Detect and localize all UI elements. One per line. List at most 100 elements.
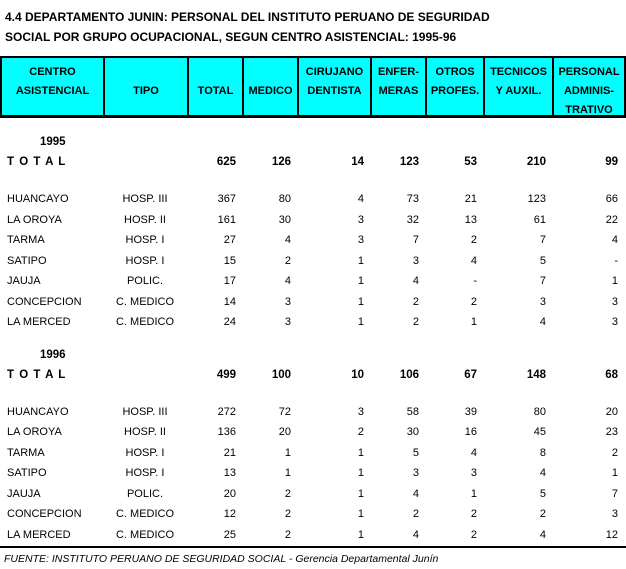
header-line: CENTRO	[29, 66, 76, 78]
total-value: 126	[271, 156, 291, 168]
year-section: 1995 T O T A L 625 126 14 123 53 210 99 HUANCAYO H…	[2, 132, 624, 333]
table-row: JAUJA POLIC. 20 2 1 4 1 5 7	[2, 484, 624, 505]
cell-value: 4	[412, 487, 419, 500]
cell-value: 2	[470, 508, 477, 520]
cell-centro: CONCEPCION	[7, 508, 82, 520]
cell-centro: LA MERCED	[7, 528, 71, 541]
cell-value: 24	[223, 316, 236, 328]
year-label: 1995	[40, 136, 66, 148]
cell-value: 66	[605, 193, 618, 205]
cell-value: 1	[284, 446, 291, 459]
cell-value: 1	[357, 254, 364, 267]
cell-value: 5	[539, 487, 546, 500]
header-total: TOTAL	[187, 58, 242, 115]
title-line-1: 4.4 DEPARTAMENTO JUNIN: PERSONAL DEL INS…	[5, 10, 490, 24]
cell-centro: LA OROYA	[7, 426, 62, 438]
table-row: TARMA HOSP. I 27 4 3 7 2 7 4	[2, 230, 624, 251]
cell-value: 2	[357, 426, 364, 438]
total-tipo-cell	[103, 365, 187, 386]
cell-value: 20	[223, 487, 236, 500]
cell-value: 39	[464, 405, 477, 418]
table-row: HUANCAYO HOSP. III 367 80 4 73 21 123 66	[2, 189, 624, 210]
cell-value: 4	[284, 275, 291, 287]
table-row: CONCEPCION C. MEDICO 14 3 1 2 2 3 3	[2, 292, 624, 313]
cell-centro: SATIPO	[7, 254, 47, 267]
total-value: 10	[351, 368, 364, 381]
cell-value: 161	[217, 213, 236, 226]
cell-value: 3	[412, 467, 419, 479]
table-body: 1995 T O T A L 625 126 14 123 53 210 99 HUANCAYO H…	[0, 132, 626, 545]
cell-tipo: C. MEDICO	[115, 528, 175, 541]
total-value: 68	[605, 368, 618, 381]
cell-value: 4	[470, 254, 477, 267]
table-row: SATIPO HOSP. I 13 1 1 3 3 4 1	[2, 463, 624, 484]
cell-value: -	[473, 275, 477, 287]
cell-value: 3	[611, 508, 618, 520]
cell-value: 3	[284, 295, 291, 308]
cell-value: 80	[278, 193, 291, 205]
cell-value: 4	[611, 234, 618, 246]
cell-value: 27	[223, 234, 236, 246]
total-label: T O T A L	[7, 368, 67, 381]
cell-value: 1	[357, 316, 364, 328]
cell-value: 4	[357, 193, 364, 205]
cell-centro: HUANCAYO	[7, 193, 69, 205]
table-row: HUANCAYO HOSP. III 272 72 3 58 39 80 20	[2, 402, 624, 423]
cell-value: 2	[412, 316, 419, 328]
cell-value: 3	[357, 213, 364, 226]
cell-value: 7	[611, 487, 618, 500]
cell-value: 5	[539, 254, 546, 267]
header-line: TOTAL	[197, 85, 234, 97]
rows-group: HUANCAYO HOSP. III 367 80 4 73 21 123 66 LA OROYA…	[2, 189, 624, 333]
header-tipo: TIPO	[103, 58, 187, 115]
year-row: 1996	[2, 345, 624, 365]
cell-tipo: HOSP. I	[125, 234, 165, 246]
cell-centro: SATIPO	[7, 467, 47, 479]
cell-value: 1	[357, 487, 364, 500]
cell-value: 2	[284, 528, 291, 541]
cell-tipo: HOSP. I	[125, 446, 165, 459]
cell-value: 45	[533, 426, 546, 438]
cell-value: 1	[611, 275, 618, 287]
cell-value: 272	[217, 405, 236, 418]
cell-value: 1	[284, 467, 291, 479]
total-row: T O T A L 625 126 14 123 53 210 99	[2, 152, 624, 173]
cell-centro: LA MERCED	[7, 316, 71, 328]
cell-value: 17	[223, 275, 236, 287]
header-medico: MEDICO	[242, 58, 297, 115]
header-line: TRATIVO	[565, 104, 613, 116]
cell-value: 4	[539, 316, 546, 328]
cell-centro: HUANCAYO	[7, 405, 69, 418]
header-line: ASISTENCIAL	[15, 85, 90, 97]
cell-value: 80	[533, 405, 546, 418]
header-line: OTROS	[435, 66, 475, 78]
cell-value: 136	[217, 426, 236, 438]
source-office: Gerencia Departamental Junín	[295, 553, 439, 565]
year-row: 1995	[2, 132, 624, 152]
total-value: 148	[526, 368, 546, 381]
total-value: 106	[399, 368, 419, 381]
cell-value: 2	[470, 234, 477, 246]
cell-value: 20	[605, 405, 618, 418]
header-line: Y AUXIL.	[495, 85, 542, 97]
cell-value: 1	[357, 446, 364, 459]
total-value: 123	[399, 156, 419, 168]
cell-value: 30	[406, 426, 419, 438]
total-value: 53	[464, 156, 477, 168]
cell-value: 1	[357, 528, 364, 541]
cell-value: 21	[223, 446, 236, 459]
table-row: CONCEPCION C. MEDICO 12 2 1 2 2 2 3	[2, 504, 624, 525]
cell-value: 12	[223, 508, 236, 520]
cell-value: 4	[284, 234, 291, 246]
cell-value: 20	[278, 426, 291, 438]
table-row: TARMA HOSP. I 21 1 1 5 4 8 2	[2, 443, 624, 464]
cell-value: 13	[223, 467, 236, 479]
table-row: LA OROYA HOSP. II 136 20 2 30 16 45 23	[2, 422, 624, 443]
cell-value: 5	[412, 446, 419, 459]
cell-value: 3	[539, 295, 546, 308]
rows-group: HUANCAYO HOSP. III 272 72 3 58 39 80 20 LA OROYA H…	[2, 402, 624, 546]
cell-value: 1	[357, 275, 364, 287]
table-row: LA OROYA HOSP. II 161 30 3 32 13 61 22	[2, 210, 624, 231]
cell-value: 2	[470, 295, 477, 308]
